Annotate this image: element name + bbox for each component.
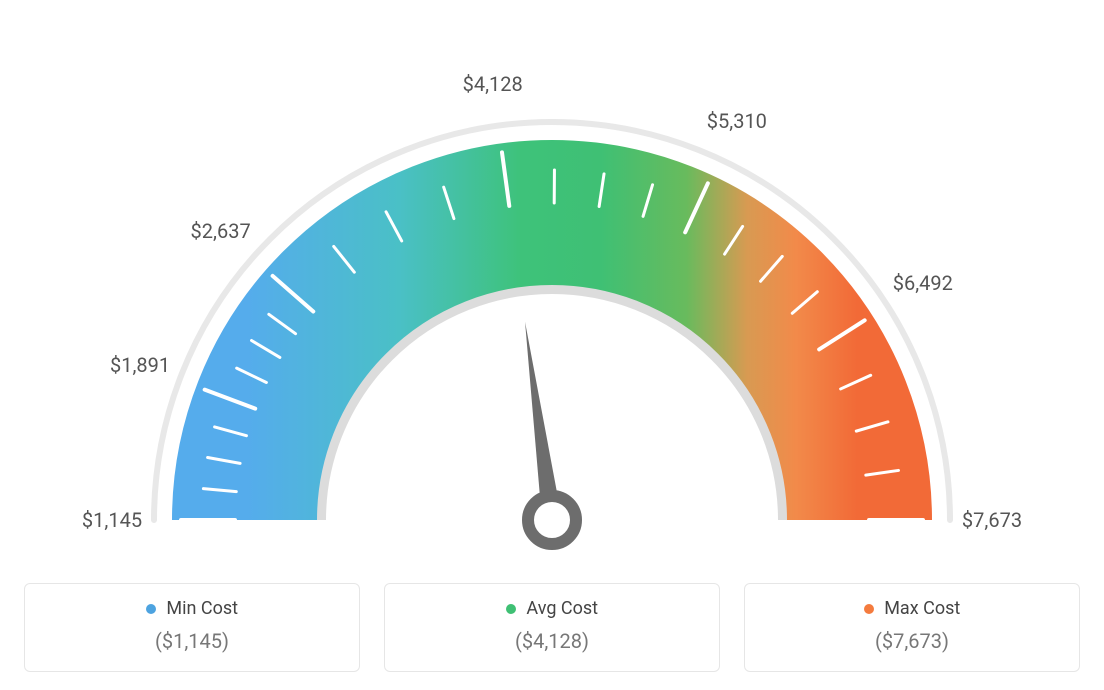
legend-value-max: ($7,673) bbox=[763, 629, 1061, 653]
legend-card-min: Min Cost ($1,145) bbox=[24, 583, 360, 672]
legend-dot-icon bbox=[864, 604, 874, 614]
legend-row: Min Cost ($1,145) Avg Cost ($4,128) Max … bbox=[0, 583, 1104, 672]
legend-label: Max Cost bbox=[884, 598, 960, 619]
gauge-tick-label: $4,128 bbox=[463, 72, 523, 96]
legend-label: Avg Cost bbox=[526, 598, 598, 619]
gauge-chart: $1,145 $1,891 $2,637 $4,128 $5,310 $6,492 $7,6… bbox=[0, 0, 1104, 560]
legend-card-avg: Avg Cost ($4,128) bbox=[384, 583, 720, 672]
gauge-tick-label: $7,673 bbox=[962, 508, 1022, 532]
legend-title-avg: Avg Cost bbox=[403, 598, 701, 619]
gauge-tick-label: $5,310 bbox=[707, 109, 767, 133]
legend-label: Min Cost bbox=[166, 598, 238, 619]
gauge-tick-label: $2,637 bbox=[191, 219, 251, 243]
gauge-tick-label: $1,891 bbox=[110, 353, 170, 377]
legend-card-max: Max Cost ($7,673) bbox=[744, 583, 1080, 672]
legend-dot-icon bbox=[506, 604, 516, 614]
gauge-tick-labels: $1,145 $1,891 $2,637 $4,128 $5,310 $6,492 $7,6… bbox=[0, 0, 1104, 560]
legend-title-min: Min Cost bbox=[43, 598, 341, 619]
legend-title-max: Max Cost bbox=[763, 598, 1061, 619]
legend-value-avg: ($4,128) bbox=[403, 629, 701, 653]
legend-dot-icon bbox=[146, 604, 156, 614]
gauge-tick-label: $1,145 bbox=[82, 508, 142, 532]
legend-value-min: ($1,145) bbox=[43, 629, 341, 653]
gauge-tick-label: $6,492 bbox=[893, 271, 953, 295]
